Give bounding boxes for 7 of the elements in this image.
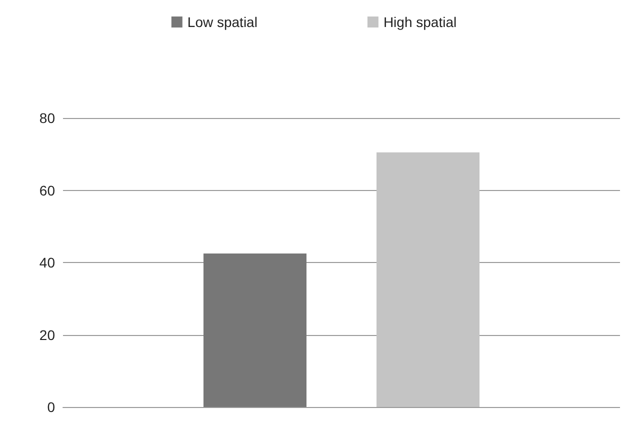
y-tick-label: 0: [47, 399, 56, 415]
y-tick-label: 20: [39, 326, 56, 343]
y-tick-label: 40: [39, 254, 56, 270]
legend-label: High spatial: [383, 14, 457, 30]
legend-label: Low spatial: [187, 14, 258, 30]
y-tick-label: 80: [39, 110, 56, 126]
y-tick-label: 60: [39, 182, 56, 198]
